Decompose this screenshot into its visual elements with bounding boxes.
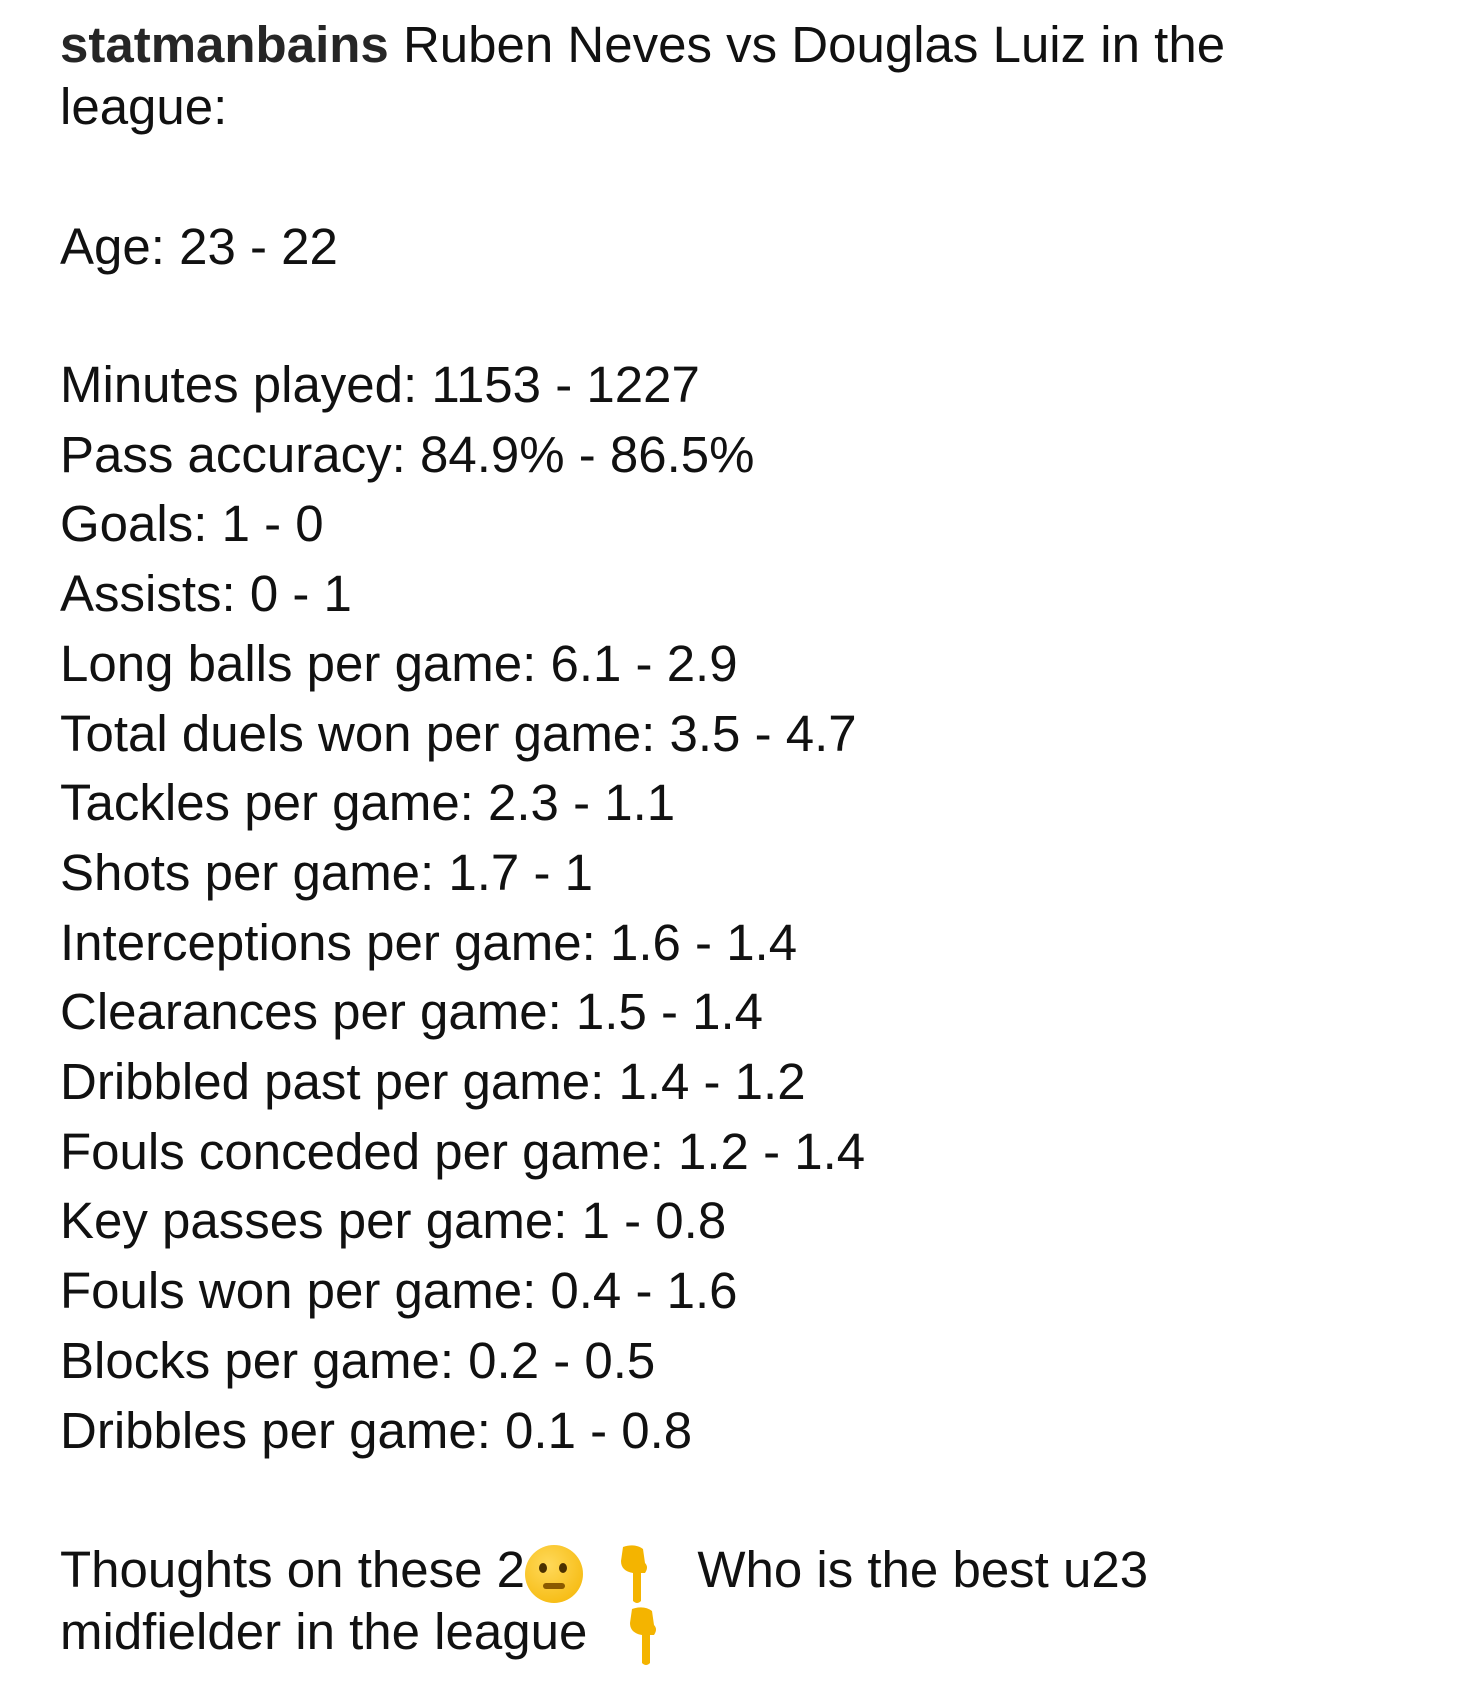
stat-line: Minutes played: 1153 - 1227 <box>60 356 700 413</box>
caption-line-2: league: <box>60 78 228 135</box>
stat-line: Key passes per game: 1 - 0.8 <box>60 1192 727 1250</box>
stat-line: Goals: 1 - 0 <box>60 495 324 553</box>
closing-line-2: midfielder in the league <box>60 1602 668 1667</box>
stat-line: Fouls conceded per game: 1.2 - 1.4 <box>60 1122 866 1180</box>
caption-text: Ruben Neves vs Douglas Luiz in the <box>402 16 1226 73</box>
stat-line: Long balls per game: 6.1 - 2.9 <box>60 634 738 692</box>
closing-text-3: midfielder in the league <box>60 1603 588 1660</box>
closing-line-1: Thoughts on these 2 Who is the best u23 <box>60 1540 1148 1605</box>
stat-line: Clearances per game: 1.5 - 1.4 <box>60 983 764 1041</box>
closing-text-2: Who is the best u23 <box>697 1541 1149 1598</box>
stat-line: Total duels won per game: 3.5 - 4.7 <box>60 704 857 762</box>
closing-text-1: Thoughts on these 2 <box>60 1541 526 1598</box>
stat-line: Dribbled past per game: 1.4 - 1.2 <box>60 1053 806 1110</box>
pointing-down-icon <box>629 1606 656 1665</box>
stat-line: Tackles per game: 2.3 - 1.1 <box>60 774 676 832</box>
age-line: Age: 23 - 22 <box>60 218 338 275</box>
stat-line: Fouls won per game: 0.4 - 1.6 <box>60 1262 738 1320</box>
stat-line: Pass accuracy: 84.9% - 86.5% <box>60 425 755 483</box>
thinking-face-icon <box>525 1544 584 1603</box>
stat-line: Interceptions per game: 1.6 - 1.4 <box>60 913 798 971</box>
stat-line: Assists: 0 - 1 <box>60 565 352 623</box>
stat-line: Shots per game: 1.7 - 1 <box>60 843 593 901</box>
caption-line-1: statmanbains Ruben Neves vs Douglas Luiz… <box>60 15 1225 75</box>
username-link[interactable]: statmanbains <box>60 16 389 73</box>
stat-line: Dribbles per game: 0.1 - 0.8 <box>60 1401 693 1459</box>
pointing-down-icon <box>621 1544 648 1603</box>
stat-line: Blocks per game: 0.2 - 0.5 <box>60 1331 656 1389</box>
